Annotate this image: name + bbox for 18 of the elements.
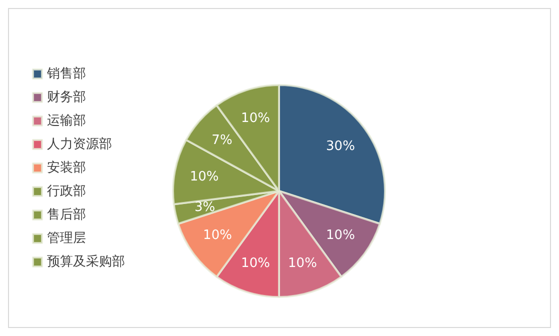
data-label: 3% [194,200,216,216]
legend-label: 财务部 [47,90,86,105]
legend-label: 预算及采购部 [47,254,125,270]
data-label: 10% [241,111,270,126]
legend-label: 安装部 [47,160,86,176]
legend-label: 人力资源部 [47,137,112,152]
data-label: 10% [288,256,317,271]
data-label: 10% [241,256,270,271]
legend-label: 行政部 [47,184,86,199]
legend-label: 售后部 [47,208,86,222]
data-label: 10% [203,228,232,244]
data-label: 10% [326,228,355,244]
legend-label: 运输部 [47,114,86,128]
data-label: 30% [326,138,355,154]
data-label: 7% [212,133,232,148]
data-label: 10% [190,169,219,184]
legend-label: 销售部 [46,66,86,82]
legend-label: 管理层 [47,231,86,246]
